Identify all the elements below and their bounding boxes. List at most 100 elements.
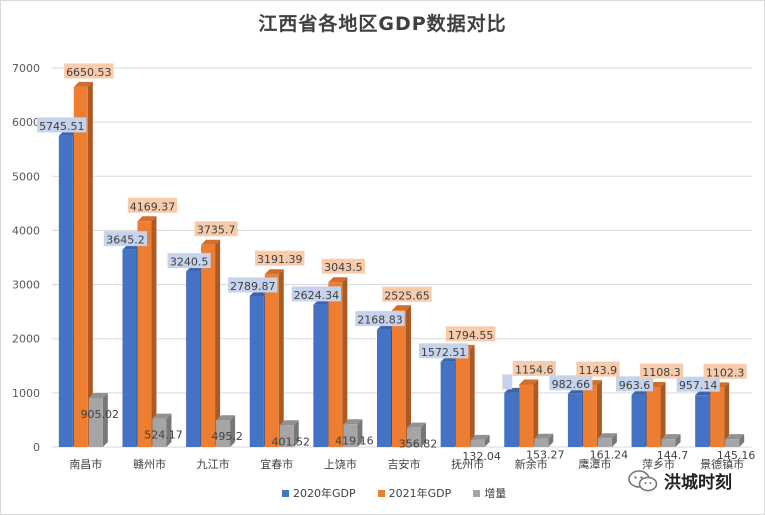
y-tick-label: 3000: [12, 279, 40, 292]
bar-side: [724, 382, 730, 447]
bar: [567, 393, 582, 447]
bar: [201, 244, 216, 447]
x-tick-label: 赣州市: [133, 457, 166, 471]
data-label-box: [103, 231, 148, 247]
y-tick-label: 4000: [12, 224, 40, 237]
legend-item-2021[interactable]: 2021年GDP: [377, 485, 452, 501]
data-label: 5745.51: [39, 120, 85, 133]
x-tick-label: 南昌市: [69, 457, 102, 471]
data-label-box: [512, 360, 556, 376]
bar-side: [278, 269, 284, 447]
data-label: 161.24: [590, 448, 629, 461]
bar-side: [406, 305, 411, 447]
bar-top: [407, 422, 426, 428]
data-label-box: [355, 311, 405, 327]
data-label: 6650.53: [66, 66, 112, 79]
data-label: 419.16: [335, 434, 374, 447]
data-label: 3735.7: [197, 224, 236, 237]
data-label-box: [445, 326, 496, 342]
bar: [58, 135, 73, 447]
x-tick-label: 吉安市: [388, 457, 421, 471]
legend-item-increase[interactable]: 增量: [473, 485, 506, 501]
data-label-box: [37, 117, 87, 133]
bar: [661, 439, 676, 447]
data-label: 3645.2: [106, 234, 145, 247]
bar-top: [137, 216, 157, 222]
bar-top: [597, 433, 617, 439]
data-label-box: [64, 63, 114, 79]
legend-swatch-2021: [377, 489, 385, 497]
data-label: 3240.5: [170, 256, 209, 269]
bar-side: [548, 433, 554, 447]
data-label: 144.7: [657, 449, 689, 462]
bar-side: [151, 216, 157, 447]
y-tick-label: 0: [33, 441, 40, 454]
bar: [88, 397, 103, 447]
bar: [407, 427, 421, 447]
data-label: 982.66: [552, 378, 591, 391]
bar-side: [87, 81, 93, 448]
bar: [249, 295, 264, 447]
bar: [328, 282, 343, 447]
watermark-text: 洪城时刻: [664, 473, 732, 493]
y-tick-label: 5000: [12, 170, 40, 183]
legend-label-2020: 2020年GDP: [293, 487, 356, 500]
data-label-box: [676, 376, 720, 392]
data-label-box: [639, 363, 684, 379]
data-label-box: [321, 258, 365, 274]
y-tick-label: 2000: [12, 333, 40, 346]
data-label: 3191.39: [257, 253, 303, 266]
data-label: 2168.83: [357, 314, 403, 327]
data-label: 2525.65: [384, 289, 430, 302]
bar-side: [421, 422, 426, 447]
data-label-box: [167, 253, 211, 269]
data-label: 1102.3: [706, 366, 745, 379]
bar: [152, 418, 167, 447]
x-tick-label: 上饶市: [324, 457, 357, 471]
x-tick-label: 抚州市: [451, 457, 484, 471]
bar-top: [152, 413, 172, 419]
data-label: 1154.6: [515, 363, 554, 376]
bar-side: [469, 344, 475, 447]
data-label: 356.82: [399, 438, 438, 451]
data-label-box: [255, 250, 305, 266]
bar-top: [343, 419, 363, 425]
y-tick-label: 1000: [12, 387, 40, 400]
bar: [504, 392, 519, 447]
bar-side: [293, 420, 299, 447]
bar-side: [166, 413, 172, 447]
data-label-box: [382, 286, 432, 302]
bar-side: [611, 433, 617, 447]
bar: [264, 274, 279, 447]
bar: [725, 439, 740, 447]
bar-side: [533, 379, 539, 447]
data-label: 153.27: [526, 449, 565, 462]
bar: [519, 384, 534, 447]
bar: [597, 438, 612, 447]
bar-side: [484, 434, 490, 447]
bar: [122, 249, 137, 447]
x-tick-label: 鹰潭市: [578, 457, 611, 471]
legend-swatch-2020: [282, 489, 289, 497]
bar: [279, 425, 294, 447]
data-label-box: [703, 363, 747, 379]
data-label-box: [502, 374, 513, 390]
bar: [392, 310, 406, 447]
bar: [710, 387, 725, 447]
data-label-box: [576, 361, 620, 377]
data-label: 905.02: [81, 408, 120, 421]
data-label: 401.52: [271, 435, 310, 448]
legend: 2020年GDP 2021年GDP 增量: [282, 484, 506, 502]
legend-item-2020[interactable]: 2020年GDP: [282, 485, 356, 501]
data-label: 4169.37: [130, 200, 176, 213]
bar: [455, 349, 470, 447]
data-label-box: [616, 376, 654, 392]
bar-top: [392, 305, 411, 311]
bar-top: [328, 277, 348, 283]
bar-side: [342, 277, 348, 447]
bar-side: [357, 419, 363, 447]
data-label-box: [228, 277, 278, 293]
bar-top: [264, 269, 284, 275]
bar-top: [216, 415, 236, 421]
legend-label-2021: 2021年GDP: [388, 487, 452, 500]
